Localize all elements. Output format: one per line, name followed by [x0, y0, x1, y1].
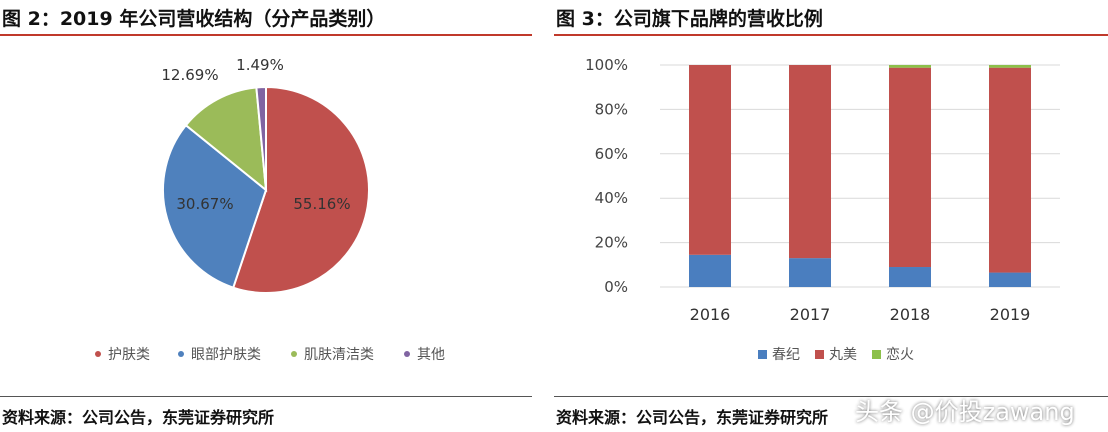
- y-tick-label: 80%: [595, 100, 628, 118]
- bar-春纪-2016: [689, 254, 731, 287]
- y-tick-label: 40%: [595, 189, 628, 207]
- bar-丸美-2016: [689, 65, 731, 255]
- legend-marker: [404, 351, 410, 357]
- y-tick-label: 60%: [595, 145, 628, 163]
- bar-春纪-2019: [989, 272, 1031, 287]
- legend-label: 恋火: [886, 346, 914, 363]
- bar-恋火-2019: [989, 65, 1031, 68]
- legend-label: 眼部护肤类: [191, 347, 261, 363]
- right-chart-title: 图 3：公司旗下品牌的营收比例: [556, 8, 823, 30]
- pie-slice-2: [184, 86, 268, 193]
- y-tick-label: 100%: [585, 56, 628, 74]
- legend-marker: [178, 351, 184, 357]
- legend-label: 春纪: [772, 347, 800, 363]
- pie-slice-3: [255, 85, 267, 191]
- x-tick-label: 2016: [690, 305, 731, 324]
- left-chart-title: 图 2：2019 年公司营收结构（分产品类别）: [2, 8, 386, 30]
- left-title-rule: [0, 34, 532, 36]
- x-tick-label: 2019: [990, 305, 1031, 324]
- right-bottom-rule: [554, 396, 1108, 397]
- watermark: 头条 @价投zawang: [855, 398, 1075, 426]
- legend-marker: [815, 350, 824, 359]
- legend-marker: [95, 351, 101, 357]
- bar-丸美-2018: [889, 67, 931, 268]
- pie-value-label: 55.16%: [293, 195, 350, 213]
- bar-丸美-2017: [789, 65, 831, 259]
- legend-marker: [758, 350, 767, 359]
- legend-label: 护肤类: [108, 347, 150, 363]
- x-tick-label: 2017: [790, 305, 831, 324]
- legend-marker: [291, 351, 297, 357]
- left-source: 资料来源：公司公告，东莞证券研究所: [2, 408, 275, 427]
- legend-label: 肌肤清洁类: [304, 347, 374, 363]
- right-source: 资料来源：公司公告，东莞证券研究所: [556, 408, 829, 427]
- y-tick-label: 0%: [604, 278, 628, 296]
- bar-春纪-2018: [889, 267, 931, 287]
- legend-label: 丸美: [829, 347, 857, 363]
- pie-slice-1: [162, 123, 268, 289]
- left-bottom-rule: [0, 396, 532, 397]
- y-tick-label: 20%: [595, 234, 628, 252]
- pie-slice-0: [231, 85, 370, 294]
- legend-marker: [872, 350, 881, 359]
- pie-value-label: 30.67%: [176, 195, 233, 213]
- legend-label: 其他: [417, 347, 445, 363]
- bar-春纪-2017: [789, 258, 831, 287]
- right-title-rule: [554, 34, 1108, 36]
- pie-value-label: 12.69%: [161, 66, 218, 84]
- bar-恋火-2018: [889, 65, 931, 68]
- x-tick-label: 2018: [890, 305, 931, 324]
- bar-丸美-2019: [989, 67, 1031, 273]
- pie-value-label: 1.49%: [236, 56, 284, 74]
